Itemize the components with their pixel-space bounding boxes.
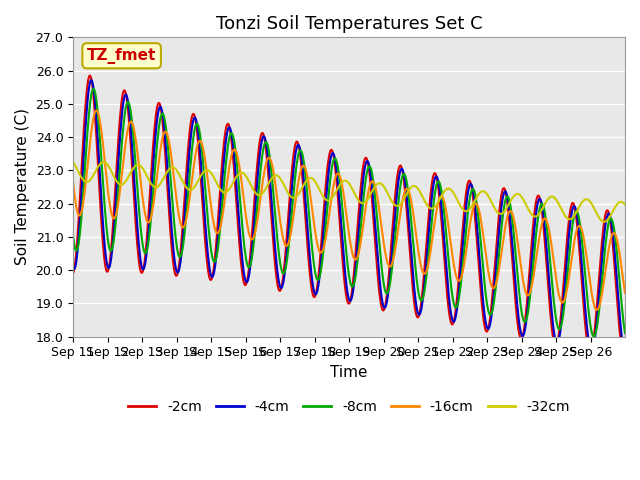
-4cm	[407, 241, 415, 247]
-32cm	[100, 159, 108, 165]
-2cm	[69, 270, 77, 276]
-16cm	[135, 160, 143, 166]
Text: TZ_fmet: TZ_fmet	[87, 48, 156, 64]
-32cm	[600, 219, 608, 225]
-8cm	[90, 86, 97, 92]
-16cm	[236, 168, 244, 174]
-32cm	[407, 185, 415, 191]
-2cm	[284, 214, 292, 219]
-8cm	[590, 334, 598, 339]
Line: -4cm: -4cm	[73, 80, 625, 357]
-2cm	[407, 260, 415, 265]
-16cm	[92, 108, 100, 113]
-8cm	[135, 202, 143, 207]
-4cm	[621, 354, 629, 360]
-8cm	[407, 212, 415, 217]
Line: -8cm: -8cm	[73, 89, 625, 336]
-16cm	[284, 241, 292, 247]
Legend: -2cm, -4cm, -8cm, -16cm, -32cm: -2cm, -4cm, -8cm, -16cm, -32cm	[123, 394, 575, 420]
-32cm	[284, 190, 292, 196]
-16cm	[438, 193, 445, 199]
Line: -2cm: -2cm	[73, 75, 625, 360]
-32cm	[264, 183, 271, 189]
-4cm	[69, 265, 77, 271]
-4cm	[236, 231, 244, 237]
-16cm	[593, 307, 601, 313]
-2cm	[86, 72, 93, 78]
Line: -32cm: -32cm	[73, 162, 625, 222]
-4cm	[135, 240, 143, 245]
-16cm	[407, 195, 415, 201]
-4cm	[284, 232, 292, 238]
-4cm	[87, 77, 95, 83]
-32cm	[135, 162, 143, 168]
-2cm	[135, 256, 143, 262]
-16cm	[264, 156, 271, 162]
-4cm	[264, 150, 271, 156]
-16cm	[621, 290, 629, 296]
-8cm	[236, 197, 244, 203]
-2cm	[438, 219, 445, 225]
Title: Tonzi Soil Temperatures Set C: Tonzi Soil Temperatures Set C	[216, 15, 483, 33]
-8cm	[621, 330, 629, 336]
-2cm	[264, 161, 271, 167]
-2cm	[621, 358, 629, 363]
-32cm	[621, 202, 629, 208]
-8cm	[69, 234, 77, 240]
Line: -16cm: -16cm	[73, 110, 625, 310]
-2cm	[236, 250, 244, 255]
-32cm	[69, 159, 77, 165]
-32cm	[438, 193, 445, 199]
-32cm	[236, 170, 244, 176]
-8cm	[438, 189, 445, 194]
-8cm	[264, 142, 271, 147]
Y-axis label: Soil Temperature (C): Soil Temperature (C)	[15, 108, 30, 265]
X-axis label: Time: Time	[330, 365, 368, 380]
-16cm	[69, 180, 77, 186]
-4cm	[438, 204, 445, 210]
-8cm	[284, 247, 292, 252]
